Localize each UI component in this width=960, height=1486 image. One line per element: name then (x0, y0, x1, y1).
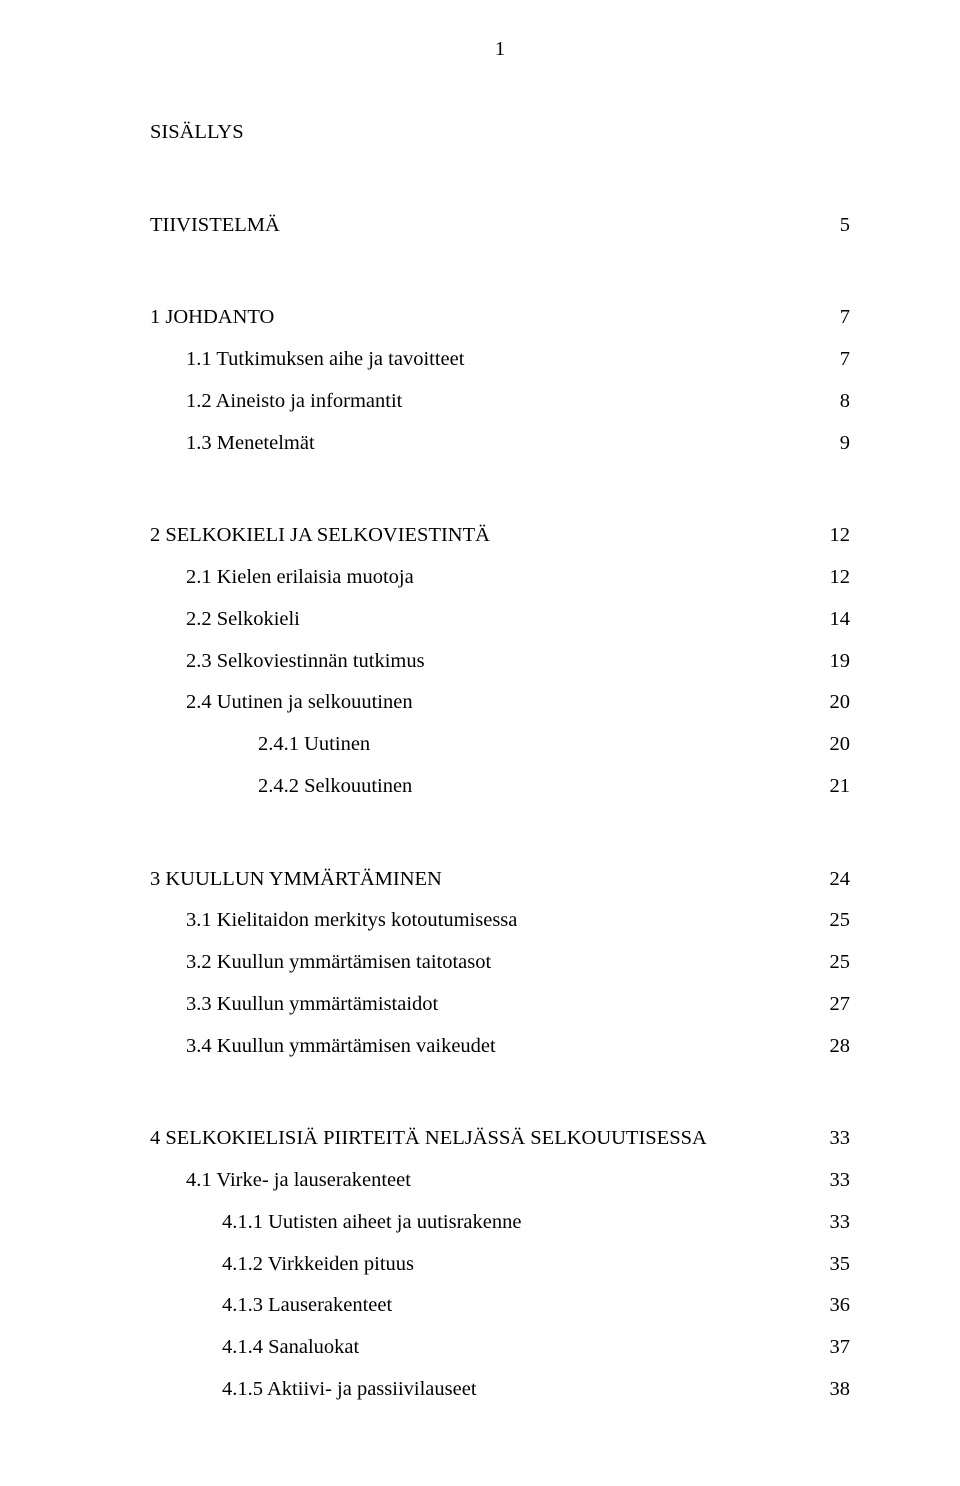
toc-label: 3 KUULLUN YMMÄRTÄMINEN (150, 864, 822, 895)
toc-row: 2.1 Kielen erilaisia muotoja 12 (150, 562, 850, 593)
toc-row: 2.4.1 Uutinen 20 (150, 729, 850, 760)
toc-row: 3.1 Kielitaidon merkitys kotoutumisessa … (150, 905, 850, 936)
toc-row: 1 JOHDANTO 7 (150, 302, 850, 333)
toc-block-2: 2 SELKOKIELI JA SELKOVIESTINTÄ 12 2.1 Ki… (150, 520, 850, 801)
toc-row: 4.1.1 Uutisten aiheet ja uutisrakenne 33 (150, 1207, 850, 1238)
toc-page: 21 (822, 771, 850, 802)
toc-page: 28 (822, 1031, 850, 1062)
toc-label: 4.1.3 Lauserakenteet (222, 1290, 822, 1321)
toc-page: 33 (822, 1165, 850, 1196)
toc-row: 2.3 Selkoviestinnän tutkimus 19 (150, 646, 850, 677)
toc-label: 1.2 Aineisto ja informantit (186, 386, 822, 417)
toc-row: 2.4 Uutinen ja selkouutinen 20 (150, 687, 850, 718)
toc-label: 3.4 Kuullun ymmärtämisen vaikeudet (186, 1031, 822, 1062)
toc-row: 4.1.5 Aktiivi- ja passiivilauseet 38 (150, 1374, 850, 1405)
toc-page: 38 (822, 1374, 850, 1405)
toc-label: 2.4.2 Selkouutinen (258, 771, 822, 802)
toc-label: 3.1 Kielitaidon merkitys kotoutumisessa (186, 905, 822, 936)
toc-row: 1.3 Menetelmät 9 (150, 428, 850, 459)
toc-page: 14 (822, 604, 850, 635)
page-number: 1 (150, 34, 850, 65)
toc-page: 12 (822, 520, 850, 551)
toc-page: 37 (822, 1332, 850, 1363)
toc-block-3: 3 KUULLUN YMMÄRTÄMINEN 24 3.1 Kielitaido… (150, 864, 850, 1062)
toc-row: 3 KUULLUN YMMÄRTÄMINEN 24 (150, 864, 850, 895)
toc-page: 24 (822, 864, 850, 895)
toc-label: 3.2 Kuullun ymmärtämisen taitotasot (186, 947, 822, 978)
toc-page: 9 (822, 428, 850, 459)
toc-page: 36 (822, 1290, 850, 1321)
toc-page: 12 (822, 562, 850, 593)
page-container: 1 SISÄLLYS TIIVISTELMÄ 5 1 JOHDANTO 7 1.… (0, 0, 960, 1486)
toc-label: 2.4 Uutinen ja selkouutinen (186, 687, 822, 718)
toc-page: 19 (822, 646, 850, 677)
toc-label: 2.2 Selkokieli (186, 604, 822, 635)
toc-label: 1.1 Tutkimuksen aihe ja tavoitteet (186, 344, 822, 375)
toc-row: 2.4.2 Selkouutinen 21 (150, 771, 850, 802)
toc-label: 4.1.4 Sanaluokat (222, 1332, 822, 1363)
toc-label: 1 JOHDANTO (150, 302, 822, 333)
toc-label: 2 SELKOKIELI JA SELKOVIESTINTÄ (150, 520, 822, 551)
toc-page: 20 (822, 687, 850, 718)
toc-page: 8 (822, 386, 850, 417)
toc-label: 4.1 Virke- ja lauserakenteet (186, 1165, 822, 1196)
toc-row: 4.1.4 Sanaluokat 37 (150, 1332, 850, 1363)
toc-page: 33 (822, 1123, 850, 1154)
toc-row: 2 SELKOKIELI JA SELKOVIESTINTÄ 12 (150, 520, 850, 551)
toc-row: TIIVISTELMÄ 5 (150, 210, 850, 241)
toc-row: 4.1.3 Lauserakenteet 36 (150, 1290, 850, 1321)
toc-label: TIIVISTELMÄ (150, 210, 822, 241)
toc-label: 2.3 Selkoviestinnän tutkimus (186, 646, 822, 677)
toc-row: 4.1.2 Virkkeiden pituus 35 (150, 1249, 850, 1280)
toc-page: 5 (822, 210, 850, 241)
toc-row: 2.2 Selkokieli 14 (150, 604, 850, 635)
toc-page: 33 (822, 1207, 850, 1238)
toc-title: SISÄLLYS (150, 117, 850, 148)
toc-row: 4 SELKOKIELISIÄ PIIRTEITÄ NELJÄSSÄ SELKO… (150, 1123, 850, 1154)
toc-row: 1.1 Tutkimuksen aihe ja tavoitteet 7 (150, 344, 850, 375)
toc-label: 2.4.1 Uutinen (258, 729, 822, 760)
toc-page: 7 (822, 302, 850, 333)
toc-page: 20 (822, 729, 850, 760)
toc-label: 1.3 Menetelmät (186, 428, 822, 459)
toc-page: 25 (822, 905, 850, 936)
toc-page: 7 (822, 344, 850, 375)
toc-row: 3.3 Kuullun ymmärtämistaidot 27 (150, 989, 850, 1020)
toc-page: 25 (822, 947, 850, 978)
toc-label: 4.1.5 Aktiivi- ja passiivilauseet (222, 1374, 822, 1405)
toc-row: 4.1 Virke- ja lauserakenteet 33 (150, 1165, 850, 1196)
toc-label: 4 SELKOKIELISIÄ PIIRTEITÄ NELJÄSSÄ SELKO… (150, 1123, 822, 1154)
toc-block-1: 1 JOHDANTO 7 1.1 Tutkimuksen aihe ja tav… (150, 302, 850, 458)
toc-block-4: 4 SELKOKIELISIÄ PIIRTEITÄ NELJÄSSÄ SELKO… (150, 1123, 850, 1404)
toc-block-tiivistelma: TIIVISTELMÄ 5 (150, 210, 850, 241)
toc-page: 35 (822, 1249, 850, 1280)
toc-row: 1.2 Aineisto ja informantit 8 (150, 386, 850, 417)
toc-label: 2.1 Kielen erilaisia muotoja (186, 562, 822, 593)
toc-label: 4.1.1 Uutisten aiheet ja uutisrakenne (222, 1207, 822, 1238)
toc-row: 3.2 Kuullun ymmärtämisen taitotasot 25 (150, 947, 850, 978)
toc-label: 4.1.2 Virkkeiden pituus (222, 1249, 822, 1280)
toc-label: 3.3 Kuullun ymmärtämistaidot (186, 989, 822, 1020)
toc-page: 27 (822, 989, 850, 1020)
toc-row: 3.4 Kuullun ymmärtämisen vaikeudet 28 (150, 1031, 850, 1062)
